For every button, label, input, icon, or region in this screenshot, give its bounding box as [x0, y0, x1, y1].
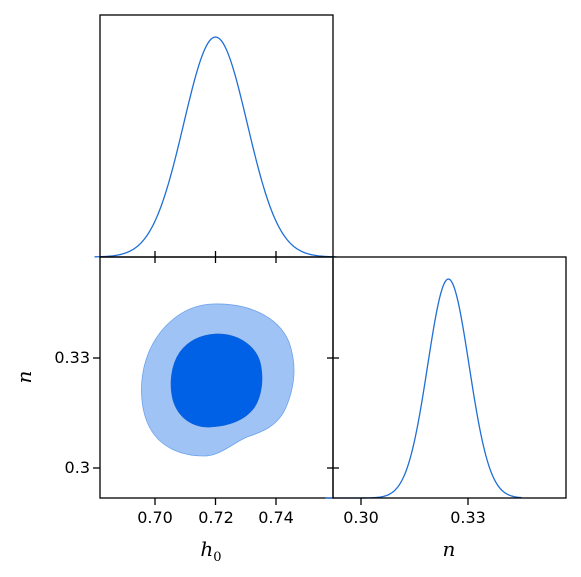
xlabel-h0: h0 — [200, 537, 221, 565]
panel-h0-marginal — [94, 14, 337, 263]
n-marginal-curve — [325, 278, 522, 499]
panel-n-marginal — [325, 256, 567, 505]
n-marginal-frame — [332, 256, 567, 499]
xtick-label-n: 0.33 — [450, 508, 486, 527]
xtick-label-h0: 0.72 — [198, 508, 234, 527]
h0-marginal-curve — [94, 36, 337, 258]
contour-68 — [170, 333, 263, 428]
h0-marginal-frame — [99, 14, 334, 258]
ytick-label-n: 0.3 — [65, 458, 90, 477]
ytick-label-n: 0.33 — [54, 348, 90, 367]
n-marginal-ticks — [360, 498, 469, 505]
xtick-label-h0: 0.74 — [258, 508, 294, 527]
ylabel-n: n — [12, 371, 36, 384]
xtick-label-n: 0.30 — [343, 508, 379, 527]
panel-h0-n-joint — [93, 256, 339, 505]
xlabel-n: n — [443, 537, 456, 561]
xtick-label-h0: 0.70 — [137, 508, 173, 527]
tick-labels: 0.70 0.72 0.74 0.30 0.33 0.33 0.3 — [54, 348, 485, 527]
